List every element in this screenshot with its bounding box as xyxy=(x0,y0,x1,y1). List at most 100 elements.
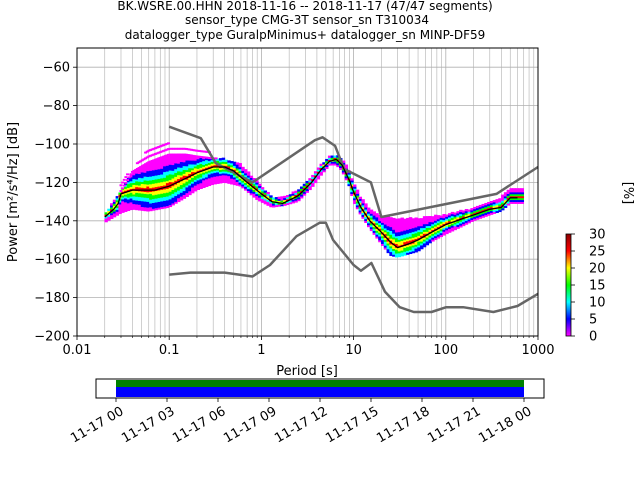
pdf-cell xyxy=(188,160,192,163)
pdf-cell xyxy=(367,222,371,226)
pdf-cell xyxy=(420,241,424,244)
pdf-cell xyxy=(258,195,262,198)
pdf-cell xyxy=(118,209,122,213)
pdf-cell xyxy=(397,251,402,254)
pdf-cell xyxy=(235,166,240,169)
pdf-cell xyxy=(124,188,128,191)
pdf-cell xyxy=(411,243,416,246)
pdf-cell xyxy=(258,193,262,196)
pdf-cell xyxy=(498,203,502,207)
pdf-cell xyxy=(347,174,351,177)
pdf-cell xyxy=(394,218,399,221)
pdf-cell xyxy=(146,189,150,193)
pdf-cell xyxy=(107,218,111,221)
pdf-cell xyxy=(428,229,432,232)
pdf-cell xyxy=(157,178,161,181)
pdf-cell xyxy=(442,214,446,217)
pdf-cell xyxy=(503,203,508,207)
pdf-cell xyxy=(179,194,184,197)
pdf-cell xyxy=(157,166,161,170)
pdf-cell xyxy=(140,168,145,171)
pdf-cell xyxy=(353,188,357,191)
pdf-cell xyxy=(174,174,178,177)
pdf-cell xyxy=(520,201,525,204)
pdf-cell xyxy=(367,209,371,212)
pdf-cell xyxy=(322,162,326,165)
pdf-cell xyxy=(487,203,491,207)
y-axis-ticks: −60−80−100−120−140−160−180−200 xyxy=(34,61,77,345)
pdf-cell xyxy=(216,168,220,171)
pdf-cell xyxy=(182,156,187,159)
pdf-cell xyxy=(177,170,181,174)
pdf-cell xyxy=(327,159,332,162)
pdf-cell xyxy=(392,223,396,226)
pdf-cell xyxy=(146,199,150,202)
pdf-cell xyxy=(132,184,136,187)
pdf-outlier-cell xyxy=(170,147,174,150)
pdf-cell xyxy=(179,165,184,168)
pdf-cell xyxy=(258,189,262,192)
pdf-cell xyxy=(487,201,491,205)
pdf-cell xyxy=(319,171,323,174)
pdf-cell xyxy=(333,157,337,160)
pdf-cell xyxy=(392,229,396,232)
pdf-cell xyxy=(495,202,499,206)
pdf-cell xyxy=(380,230,385,233)
pdf-cell xyxy=(132,194,136,197)
pdf-cell xyxy=(481,209,485,213)
pdf-cell xyxy=(174,201,178,204)
pdf-cell xyxy=(196,162,201,166)
pdf-cell xyxy=(157,170,161,174)
pdf-cell xyxy=(501,196,505,199)
pdf-cell xyxy=(489,208,494,211)
pdf-cell xyxy=(115,207,120,210)
pdf-cell xyxy=(177,186,181,189)
pdf-cell xyxy=(515,193,519,197)
pdf-cell xyxy=(406,237,410,240)
pdf-cell xyxy=(213,176,217,179)
pdf-cell xyxy=(509,190,513,193)
pdf-cell xyxy=(179,198,184,201)
pdf-cell xyxy=(501,200,505,203)
pdf-cell xyxy=(174,191,178,195)
pdf-cell xyxy=(213,182,217,185)
pdf-cell xyxy=(135,207,139,211)
pdf-cell xyxy=(196,183,201,187)
pdf-cell xyxy=(406,223,410,227)
pdf-cell xyxy=(422,237,427,240)
pdf-cell xyxy=(400,246,404,249)
pdf-cell xyxy=(151,171,156,175)
pdf-cell xyxy=(227,171,231,175)
pdf-cell xyxy=(414,221,418,224)
pdf-cell xyxy=(445,220,449,223)
pdf-cell xyxy=(137,181,142,184)
pdf-cell xyxy=(163,200,167,203)
pdf-cell xyxy=(389,234,393,237)
pdf-cell xyxy=(188,165,192,169)
pdf-outlier-cell xyxy=(186,148,190,151)
pdf-cell xyxy=(146,184,150,187)
pdf-cell xyxy=(182,175,187,178)
pdf-cell xyxy=(277,196,282,199)
pdf-cell xyxy=(459,219,463,222)
pdf-cell xyxy=(442,233,446,236)
pdf-cell xyxy=(137,173,142,176)
pdf-cell xyxy=(414,242,418,245)
pdf-cell xyxy=(202,178,206,181)
pdf-cell xyxy=(182,163,187,167)
pdf-outlier-cell xyxy=(183,147,187,150)
pdf-cell xyxy=(414,248,418,251)
pdf-cell xyxy=(311,174,315,178)
pdf-outlier-cell xyxy=(149,149,153,152)
pdf-cell xyxy=(436,220,441,224)
pdf-cell xyxy=(506,191,511,195)
pdf-cell xyxy=(132,171,136,174)
pdf-cell xyxy=(389,253,393,256)
pdf-cell xyxy=(179,192,184,195)
pdf-cell xyxy=(389,222,393,226)
pdf-cell xyxy=(411,237,416,240)
pdf-cell xyxy=(436,217,441,220)
pdf-cell xyxy=(157,186,161,189)
pdf-cell xyxy=(386,216,390,219)
pdf-cloud xyxy=(104,142,525,258)
